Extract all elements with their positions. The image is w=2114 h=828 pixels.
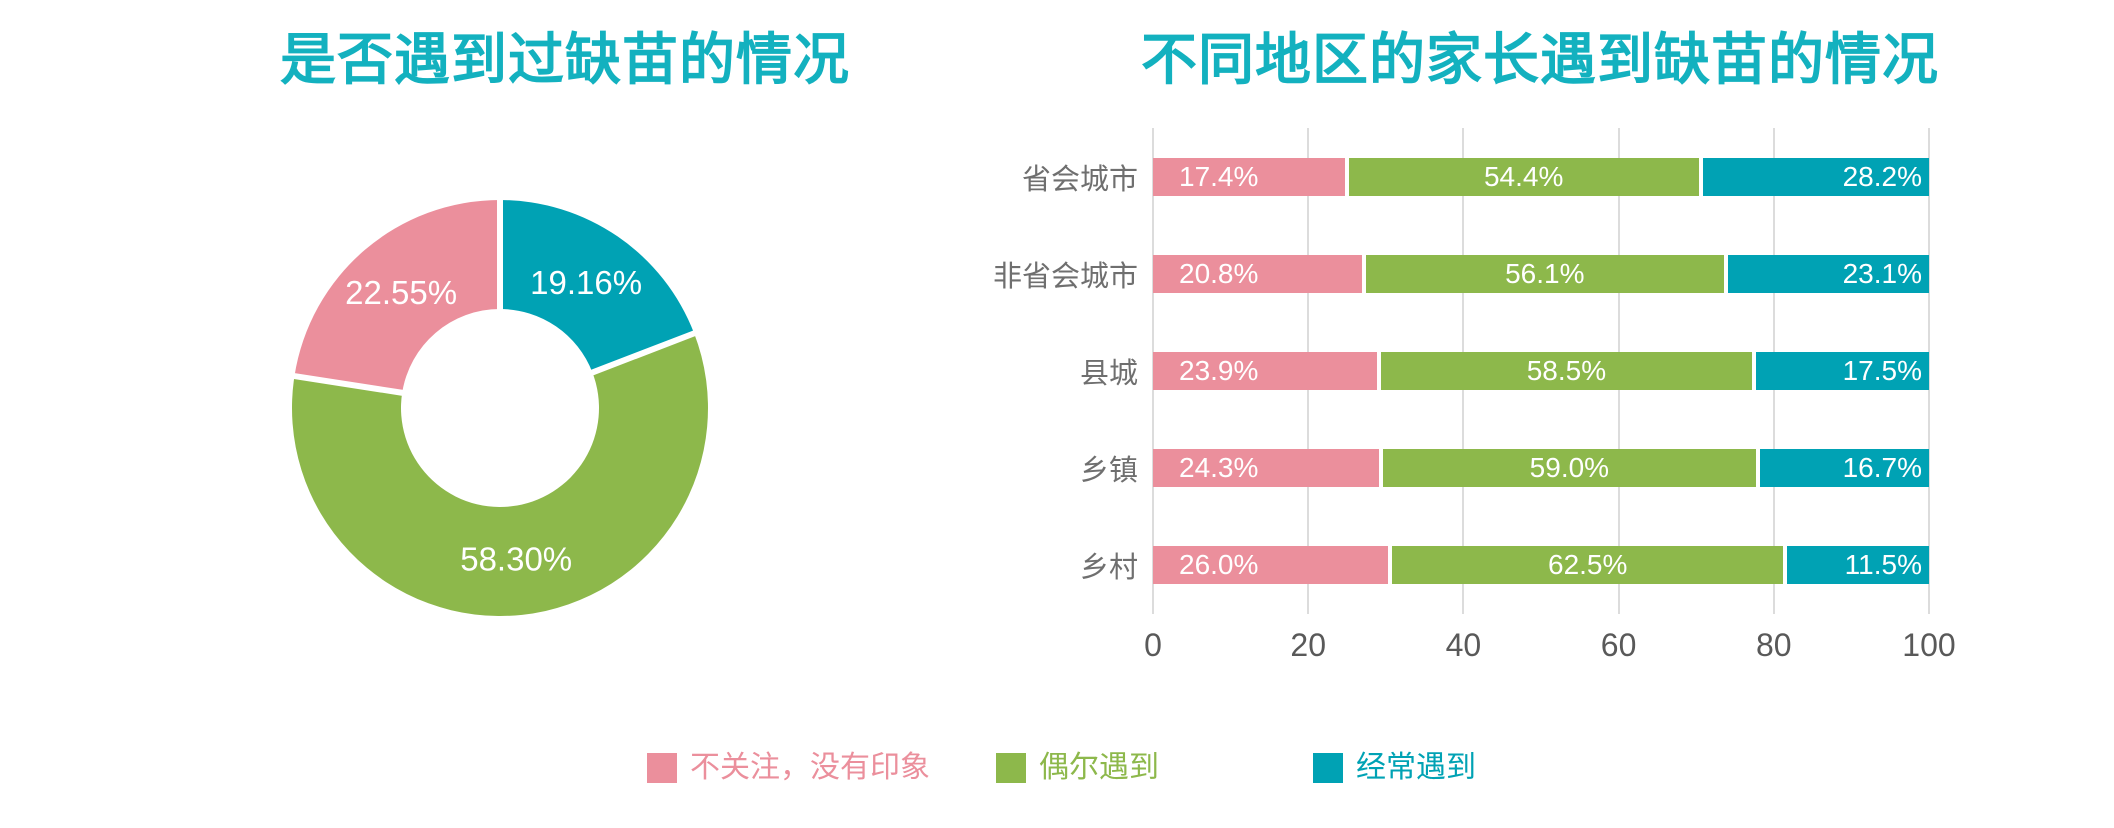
legend-item: 偶尔遇到 — [996, 751, 1159, 785]
x-tick-label: 100 — [1902, 627, 1956, 663]
bar-segment-label: 17.5% — [1842, 354, 1922, 386]
category-label: 省会城市 — [1021, 163, 1138, 196]
bar-segment: 54.4% — [1348, 157, 1699, 196]
bar-track: 26.0% 62.5% 11.5% — [1153, 546, 1929, 585]
bar-row: 省会城市 17.4% 54.4% 28.2% — [850, 157, 1929, 196]
bar-segment-label: 28.2% — [1842, 160, 1922, 192]
legend-label: 不关注，没有印象 — [690, 751, 930, 784]
bar-segment-label: 20.8% — [1179, 257, 1259, 289]
x-tick-label: 80 — [1756, 627, 1792, 663]
donut-chart: 19.16% 58.30% 22.55% — [291, 199, 708, 616]
category-label: 乡村 — [1079, 552, 1138, 585]
bar-chart-plot: 省会城市 17.4% 54.4% 28.2% 非省会城市 20.8% 56.1% 23.1% 县… — [850, 128, 1929, 614]
bar-segment-label: 23.9% — [1179, 354, 1259, 386]
donut-slice-label: 19.16% — [530, 264, 642, 301]
donut-slice-separator — [293, 372, 406, 397]
category-label: 县城 — [1079, 357, 1138, 390]
category-label: 乡镇 — [1079, 455, 1138, 488]
bar-segment: 28.2% — [1702, 157, 1929, 196]
bar-segment: 58.5% — [1381, 351, 1752, 390]
gridline — [1928, 128, 1930, 614]
bar-row: 非省会城市 20.8% 56.1% 23.1% — [850, 254, 1929, 293]
bar-segment: 20.8% — [1153, 254, 1362, 293]
bar-track: 24.3% 59.0% 16.7% — [1153, 449, 1929, 488]
bar-segment-label: 17.4% — [1179, 160, 1259, 192]
bar-segment: 23.9% — [1153, 351, 1378, 390]
bar-segment-label: 16.7% — [1842, 452, 1922, 484]
bar-segment-label: 58.5% — [1526, 354, 1607, 386]
bar-row: 乡镇 24.3% 59.0% 16.7% — [850, 449, 1929, 488]
legend-swatch — [647, 753, 677, 783]
donut-slice-0 — [500, 200, 695, 373]
bar-segment-label: 62.5% — [1548, 549, 1628, 581]
bar-segment-label: 56.1% — [1505, 257, 1585, 289]
x-tick-label: 60 — [1600, 627, 1637, 663]
bar-segment: 59.0% — [1383, 449, 1756, 488]
bar-segment-label: 59.0% — [1529, 452, 1610, 484]
bar-track: 23.9% 58.5% 17.5% — [1153, 351, 1929, 390]
donut-slice-separator — [588, 330, 697, 377]
bar-segment: 23.1% — [1727, 254, 1929, 293]
bar-segment: 16.7% — [1759, 449, 1929, 488]
legend-item: 不关注，没有印象 — [647, 751, 930, 785]
x-tick-label: 0 — [1144, 627, 1162, 663]
bar-segment: 11.5% — [1787, 546, 1929, 585]
donut-slice-2 — [294, 200, 500, 393]
donut-slice-label: 22.55% — [345, 274, 457, 311]
bar-segment-label: 26.0% — [1179, 549, 1259, 581]
donut-slice-1 — [291, 333, 708, 616]
bar-row: 县城 23.9% 58.5% 17.5% — [850, 351, 1929, 390]
x-axis: 0 20 40 60 80 100 — [1144, 624, 1956, 666]
bar-row: 乡村 26.0% 62.5% 11.5% — [850, 546, 1929, 585]
bar-segment: 62.5% — [1392, 546, 1784, 585]
bar-segment-label: 54.4% — [1483, 160, 1564, 192]
bar-segment: 26.0% — [1153, 546, 1389, 585]
x-tick-label: 20 — [1290, 627, 1326, 663]
bar-segment: 24.3% — [1153, 449, 1380, 488]
bar-segment-label: 23.1% — [1842, 257, 1922, 289]
legend-label: 经常遇到 — [1356, 751, 1476, 784]
bar-track: 20.8% 56.1% 23.1% — [1153, 254, 1929, 293]
bar-segment-label: 24.3% — [1179, 452, 1259, 484]
bar-segment: 56.1% — [1365, 254, 1724, 293]
legend-label: 偶尔遇到 — [1039, 751, 1159, 784]
legend-swatch — [996, 753, 1026, 783]
legend-item: 经常遇到 — [1313, 751, 1476, 785]
bar-chart-title: 不同地区的家长遇到缺苗的情况 — [1141, 28, 1939, 91]
donut-slice-label: 58.30% — [460, 541, 572, 578]
bar-segment-label: 11.5% — [1844, 549, 1922, 581]
bar-track: 17.4% 54.4% 28.2% — [1153, 157, 1929, 196]
x-tick-label: 40 — [1445, 627, 1482, 663]
category-label: 非省会城市 — [992, 260, 1138, 293]
bar-segment: 17.5% — [1755, 351, 1929, 390]
donut-chart-title: 是否遇到过缺苗的情况 — [280, 28, 850, 91]
bar-segment: 17.4% — [1153, 157, 1345, 196]
legend-swatch — [1313, 753, 1343, 783]
